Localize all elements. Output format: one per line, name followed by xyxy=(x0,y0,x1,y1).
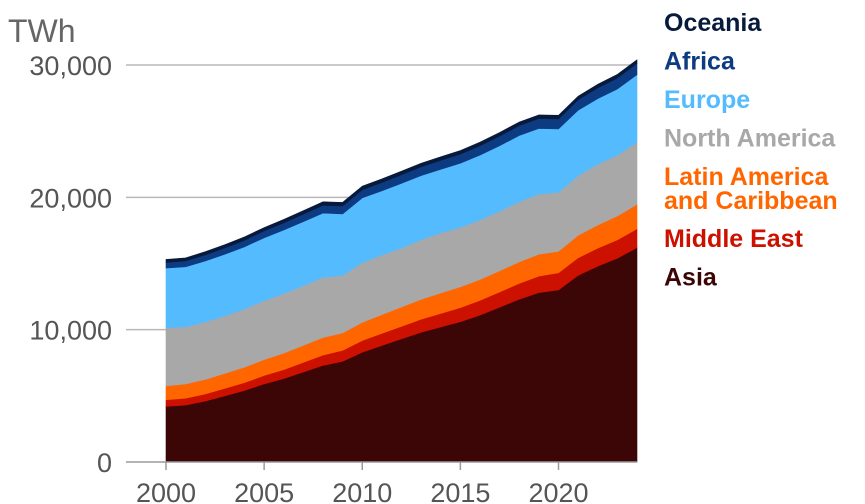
legend-item-latin-america-and-caribbean: Latin America and Caribbean xyxy=(664,163,838,215)
legend-item-europe: Europe xyxy=(664,86,750,114)
area-series xyxy=(165,59,638,463)
x-tick-label: 2020 xyxy=(528,478,588,504)
y-tick-label: 20,000 xyxy=(29,183,112,213)
y-tick-label: 30,000 xyxy=(29,51,112,81)
y-unit-label: TWh xyxy=(8,13,76,49)
x-tick-label: 2010 xyxy=(332,478,392,504)
legend-item-north-america: North America xyxy=(664,125,836,153)
x-tick-label: 2000 xyxy=(136,478,196,504)
x-tick-label: 2005 xyxy=(234,478,294,504)
y-tick-label: 10,000 xyxy=(29,316,112,346)
axes: 2000 2005 2010 2015 2020 xyxy=(126,461,637,504)
y-tick-label: 0 xyxy=(97,448,112,478)
legend-item-middle-east: Middle East xyxy=(664,225,804,253)
area-oceania xyxy=(165,59,638,263)
legend: Oceania Africa Europe North America Latin Am… xyxy=(664,9,838,292)
legend-item-oceania: Oceania xyxy=(664,9,762,37)
x-tick-label: 2015 xyxy=(430,478,490,504)
legend-item-africa: Africa xyxy=(664,48,736,76)
legend-item-asia: Asia xyxy=(664,264,718,292)
